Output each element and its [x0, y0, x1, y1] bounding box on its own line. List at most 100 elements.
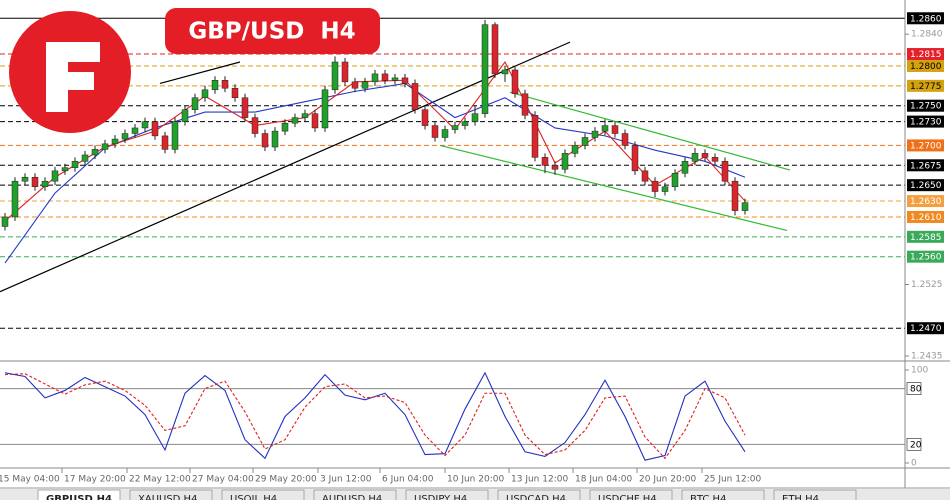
tab[interactable]	[129, 489, 213, 500]
level-label-box	[907, 12, 944, 25]
candle-body	[271, 130, 279, 148]
logo-letter	[46, 42, 100, 112]
level-label-box	[907, 322, 944, 335]
candle-body	[191, 97, 199, 110]
tab-label[interactable]: GBPUSD,H4	[46, 494, 112, 500]
candle-body	[381, 73, 389, 81]
candle-body	[161, 135, 169, 150]
candle-body	[601, 125, 609, 132]
tab[interactable]	[405, 489, 489, 500]
candle-body	[691, 153, 699, 162]
candle-body	[611, 125, 619, 134]
level-label-box	[907, 99, 944, 112]
candle-body	[71, 161, 79, 168]
level-label: 1.2775	[910, 82, 942, 92]
trendline	[159, 61, 241, 85]
candle-body	[211, 80, 219, 91]
oscillator-tick-label: 100	[911, 365, 928, 375]
candle-body	[581, 137, 589, 146]
candle-body	[491, 24, 499, 75]
candle-body	[671, 172, 679, 188]
level-label-box	[907, 115, 944, 128]
candle-body	[541, 157, 549, 166]
candle-body	[721, 161, 729, 182]
x-tick-label: 13 Jun 12:00	[511, 475, 568, 485]
tab[interactable]	[773, 489, 857, 500]
level-label: 1.2610	[910, 213, 942, 223]
candle-body	[401, 77, 409, 84]
oscillator-level-box	[906, 437, 922, 451]
tab-label[interactable]: ETH,H4	[782, 494, 819, 500]
x-tick-label: 22 May 12:00	[129, 475, 191, 485]
tab[interactable]	[221, 489, 305, 500]
x-tick-label: 18 Jun 04:00	[575, 475, 632, 485]
tab-label[interactable]: BTC,H4	[690, 494, 726, 500]
moving-average	[4, 60, 746, 222]
plot-layer	[0, 17, 905, 445]
level-label-box	[907, 159, 944, 172]
candle-body	[661, 186, 669, 192]
tab-label[interactable]: USDCHF,H4	[598, 494, 657, 500]
level-label: 1.2650	[910, 181, 942, 191]
tab-label[interactable]: USDCAD,H4	[506, 494, 566, 500]
candle-body	[121, 133, 129, 140]
candle-body	[141, 121, 149, 129]
candle-body	[351, 81, 359, 89]
chart-title: GBP/USD H4	[188, 19, 355, 45]
x-tick-label: 25 Jun 12:00	[704, 475, 761, 485]
x-tick-label: 6 Jun 04:00	[382, 475, 434, 485]
tab-label[interactable]: USDJPY,H4	[414, 494, 467, 500]
x-tick-label: 10 Jun 20:00	[447, 475, 504, 485]
candle-body	[461, 121, 469, 126]
oscillator-level-label: 20	[910, 440, 922, 450]
candle-body	[371, 73, 379, 83]
candle-body	[361, 81, 369, 89]
level-label: 1.2860	[910, 14, 942, 24]
trendline	[0, 41, 571, 293]
candle-body	[561, 153, 569, 170]
candle-body	[451, 125, 459, 130]
tab[interactable]	[37, 489, 121, 500]
candle-body	[171, 121, 179, 150]
x-tick-label: 3 Jun 12:00	[320, 475, 372, 485]
candle-body	[501, 69, 509, 75]
level-label: 1.2675	[910, 161, 942, 171]
candle-body	[631, 145, 639, 172]
candle-body	[231, 87, 239, 98]
tab-label[interactable]: XAUUSD,H4	[138, 494, 197, 500]
tab-label[interactable]: USOIL,H4	[230, 494, 277, 500]
oscillator-line	[4, 373, 746, 460]
level-label-box	[907, 230, 944, 243]
tab[interactable]	[589, 489, 673, 500]
candle-body	[591, 130, 599, 138]
level-label: 1.2630	[910, 197, 942, 207]
candle-body	[411, 83, 419, 110]
y-tick-label: 1.2435	[911, 352, 943, 362]
oscillator-tick-label: 0	[911, 458, 917, 468]
tab-label[interactable]: AUDUSD,H4	[322, 494, 382, 500]
candle-body	[421, 109, 429, 126]
level-label-box	[907, 179, 944, 192]
candle-body	[331, 61, 339, 91]
tab[interactable]	[313, 489, 397, 500]
level-label-box	[907, 250, 944, 263]
candle-body	[21, 176, 29, 182]
candle-body	[731, 180, 739, 211]
candle-body	[641, 170, 649, 182]
level-label: 1.2470	[910, 324, 942, 334]
candle-body	[201, 89, 209, 98]
trendline	[439, 144, 788, 232]
level-label: 1.2700	[910, 141, 942, 151]
tab[interactable]	[497, 489, 581, 500]
candle-body	[391, 77, 399, 81]
y-tick-label: 1.2525	[911, 280, 943, 290]
x-tick-label: 17 May 20:00	[64, 475, 126, 485]
candle-body	[521, 93, 529, 116]
tab[interactable]	[681, 489, 765, 500]
candle-body	[531, 114, 539, 158]
candle-body	[151, 121, 159, 137]
candle-body	[291, 117, 299, 124]
candle-body	[61, 167, 69, 172]
